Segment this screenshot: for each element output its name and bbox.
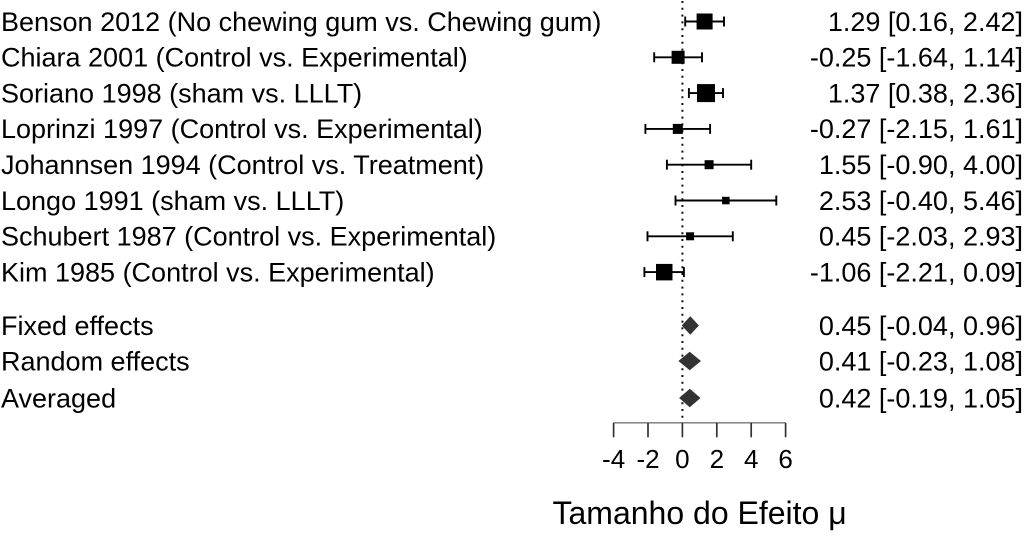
svg-text:Kim 1985 (Control vs. Experime: Kim 1985 (Control vs. Experimental) bbox=[1, 257, 435, 287]
svg-text:Fixed effects: Fixed effects bbox=[1, 311, 154, 341]
svg-text:0: 0 bbox=[675, 444, 689, 474]
svg-text:0.41 [-0.23, 1.08]: 0.41 [-0.23, 1.08] bbox=[819, 346, 1023, 376]
svg-text:-4: -4 bbox=[602, 444, 625, 474]
svg-text:Averaged: Averaged bbox=[1, 383, 116, 413]
svg-text:0.45 [-0.04, 0.96]: 0.45 [-0.04, 0.96] bbox=[819, 311, 1023, 341]
svg-text:6: 6 bbox=[778, 444, 792, 474]
svg-text:Random effects: Random effects bbox=[1, 346, 190, 376]
svg-text:0.42 [-0.19, 1.05]: 0.42 [-0.19, 1.05] bbox=[819, 383, 1023, 413]
svg-text:Chiara 2001 (Control vs. Exper: Chiara 2001 (Control vs. Experimental) bbox=[1, 43, 468, 73]
svg-text:-0.25 [-1.64, 1.14]: -0.25 [-1.64, 1.14] bbox=[810, 43, 1023, 73]
svg-text:1.55 [-0.90, 4.00]: 1.55 [-0.90, 4.00] bbox=[819, 150, 1023, 180]
svg-text:-0.27 [-2.15, 1.61]: -0.27 [-2.15, 1.61] bbox=[810, 114, 1023, 144]
svg-text:2: 2 bbox=[710, 444, 724, 474]
svg-text:Loprinzi 1997 (Control vs. Exp: Loprinzi 1997 (Control vs. Experimental) bbox=[1, 114, 483, 144]
svg-text:Schubert 1987 (Control vs. Exp: Schubert 1987 (Control vs. Experimental) bbox=[1, 222, 496, 252]
svg-text:Longo 1991 (sham vs. LLLT): Longo 1991 (sham vs. LLLT) bbox=[1, 186, 344, 216]
svg-text:1.37 [0.38, 2.36]: 1.37 [0.38, 2.36] bbox=[828, 78, 1023, 108]
svg-text:Johannsen 1994 (Control vs. Tr: Johannsen 1994 (Control vs. Treatment) bbox=[1, 150, 484, 180]
svg-text:-1.06 [-2.21, 0.09]: -1.06 [-2.21, 0.09] bbox=[810, 257, 1023, 287]
svg-text:-2: -2 bbox=[636, 444, 659, 474]
svg-text:Benson 2012 (No chewing gum vs: Benson 2012 (No chewing gum vs. Chewing … bbox=[1, 7, 601, 37]
svg-text:Tamanho do Efeito μ: Tamanho do Efeito μ bbox=[553, 495, 847, 531]
svg-text:4: 4 bbox=[744, 444, 758, 474]
svg-text:Soriano 1998 (sham vs. LLLT): Soriano 1998 (sham vs. LLLT) bbox=[1, 78, 362, 108]
svg-text:1.29 [0.16, 2.42]: 1.29 [0.16, 2.42] bbox=[828, 7, 1023, 37]
svg-text:2.53 [-0.40, 5.46]: 2.53 [-0.40, 5.46] bbox=[819, 186, 1023, 216]
svg-text:0.45 [-2.03, 2.93]: 0.45 [-2.03, 2.93] bbox=[819, 222, 1023, 252]
